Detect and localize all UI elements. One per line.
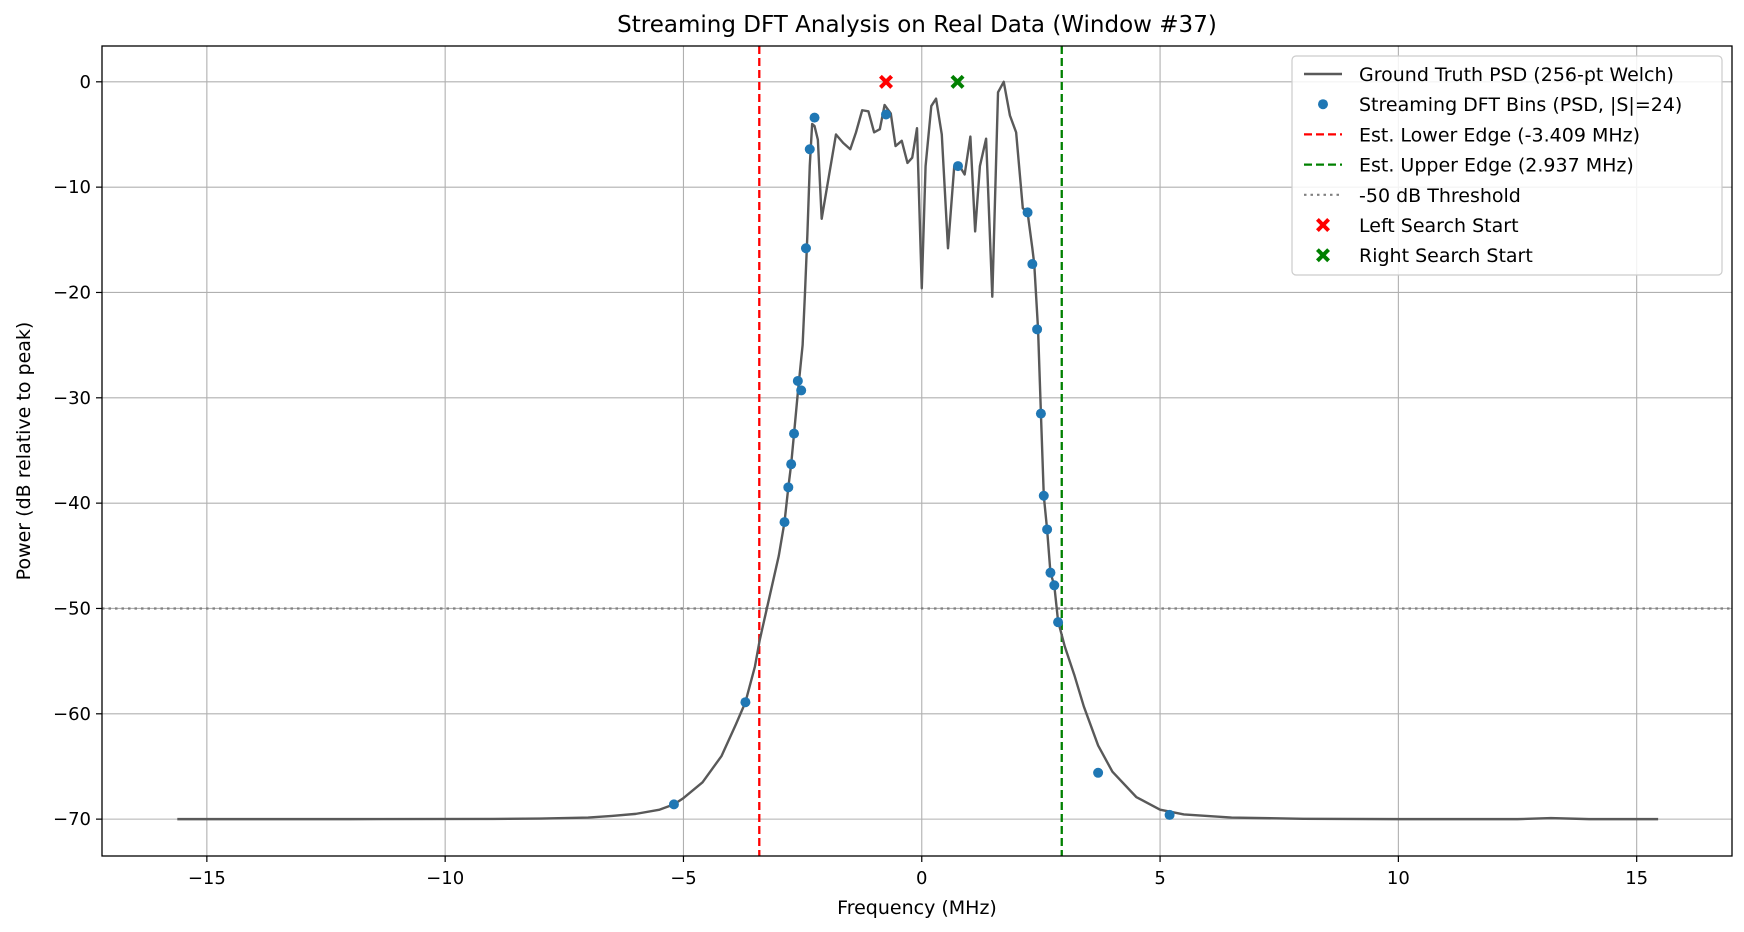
y-tick-label: −20 bbox=[53, 282, 91, 303]
legend-label: -50 dB Threshold bbox=[1359, 185, 1521, 207]
right-search-start-marker bbox=[950, 74, 965, 89]
y-tick-label: −60 bbox=[53, 704, 91, 725]
left-search-start-marker bbox=[879, 74, 894, 89]
plot-frame bbox=[101, 45, 1733, 857]
x-tick-label: 15 bbox=[1625, 868, 1648, 889]
dft-bin-point bbox=[1022, 207, 1033, 218]
chart-title: Streaming DFT Analysis on Real Data (Win… bbox=[617, 12, 1217, 38]
legend-box bbox=[1291, 55, 1723, 276]
search-start-markers bbox=[879, 74, 965, 89]
dft-bin-point bbox=[792, 375, 803, 386]
y-tick-label: −70 bbox=[53, 809, 91, 830]
dft-bin-point bbox=[1038, 490, 1049, 501]
dft-bin-point bbox=[783, 482, 794, 493]
legend: Ground Truth PSD (256-pt Welch) Streaming… bbox=[1291, 55, 1723, 276]
dft-bin-point bbox=[800, 243, 811, 254]
dft-bin-point bbox=[804, 144, 815, 155]
legend-entry-right-start: Right Search Start bbox=[1316, 245, 1533, 267]
dft-bin-point bbox=[1045, 567, 1056, 578]
legend-swatch-x-marker bbox=[1316, 248, 1330, 263]
edge-lines-layer bbox=[758, 46, 1063, 856]
x-tick-label: −10 bbox=[426, 868, 464, 889]
legend-entry-ground-truth: Ground Truth PSD (256-pt Welch) bbox=[1304, 64, 1674, 86]
x-tick-label: 10 bbox=[1387, 868, 1410, 889]
dft-bin-point bbox=[1035, 408, 1046, 419]
y-tick-label: −30 bbox=[53, 388, 91, 409]
dft-bin-point bbox=[1093, 767, 1104, 778]
dft-bin-point bbox=[796, 385, 807, 396]
x-tick-label: 0 bbox=[916, 868, 927, 889]
dft-bin-point bbox=[881, 109, 892, 120]
dft-bin-point bbox=[1053, 617, 1064, 628]
legend-label: Ground Truth PSD (256-pt Welch) bbox=[1359, 64, 1674, 86]
axis-ticks: −15 −10 −5 0 5 10 150−10−20−30−40−50−60−70 bbox=[53, 72, 1648, 889]
legend-label: Streaming DFT Bins (PSD, |S|=24) bbox=[1359, 94, 1682, 116]
legend-entry-threshold: -50 dB Threshold bbox=[1304, 185, 1521, 207]
y-tick-label: −10 bbox=[53, 177, 91, 198]
legend-entry-lower-edge: Est. Lower Edge (-3.409 MHz) bbox=[1304, 124, 1640, 146]
y-tick-label: 0 bbox=[80, 72, 91, 93]
y-axis-title: Power (dB relative to peak) bbox=[13, 322, 35, 581]
dft-bin-point bbox=[1164, 809, 1175, 820]
dft-bin-point bbox=[1027, 259, 1038, 270]
dft-bin-point bbox=[1049, 580, 1060, 591]
dft-bin-point bbox=[789, 428, 800, 439]
y-tick-label: −50 bbox=[53, 598, 91, 619]
legend-swatch-x-marker bbox=[1316, 218, 1330, 232]
legend-label: Left Search Start bbox=[1359, 215, 1519, 237]
dft-bin-point bbox=[779, 517, 790, 528]
dft-bin-point bbox=[786, 459, 797, 470]
legend-label: Est. Lower Edge (-3.409 MHz) bbox=[1359, 124, 1640, 146]
dft-bin-point bbox=[740, 697, 751, 708]
legend-label: Right Search Start bbox=[1359, 245, 1533, 267]
dft-bin-point bbox=[1032, 324, 1043, 335]
y-tick-label: −40 bbox=[53, 493, 91, 514]
dft-bin-point bbox=[809, 112, 820, 123]
x-tick-label: −15 bbox=[188, 868, 226, 889]
legend-swatch-point bbox=[1318, 99, 1328, 110]
legend-entry-upper-edge: Est. Upper Edge (2.937 MHz) bbox=[1304, 155, 1634, 177]
legend-entry-left-start: Left Search Start bbox=[1316, 215, 1519, 237]
x-axis-title: Frequency (MHz) bbox=[837, 897, 997, 919]
dft-bin-point bbox=[1042, 524, 1053, 535]
dft-bin-point bbox=[668, 799, 679, 810]
x-tick-label: −5 bbox=[670, 868, 697, 889]
dft-bin-point bbox=[952, 161, 963, 172]
grid bbox=[102, 46, 1732, 856]
x-tick-label: 5 bbox=[1154, 868, 1165, 889]
series-layer bbox=[177, 80, 1659, 821]
legend-label: Est. Upper Edge (2.937 MHz) bbox=[1359, 155, 1634, 177]
legend-entry-dft-bins: Streaming DFT Bins (PSD, |S|=24) bbox=[1318, 94, 1682, 116]
